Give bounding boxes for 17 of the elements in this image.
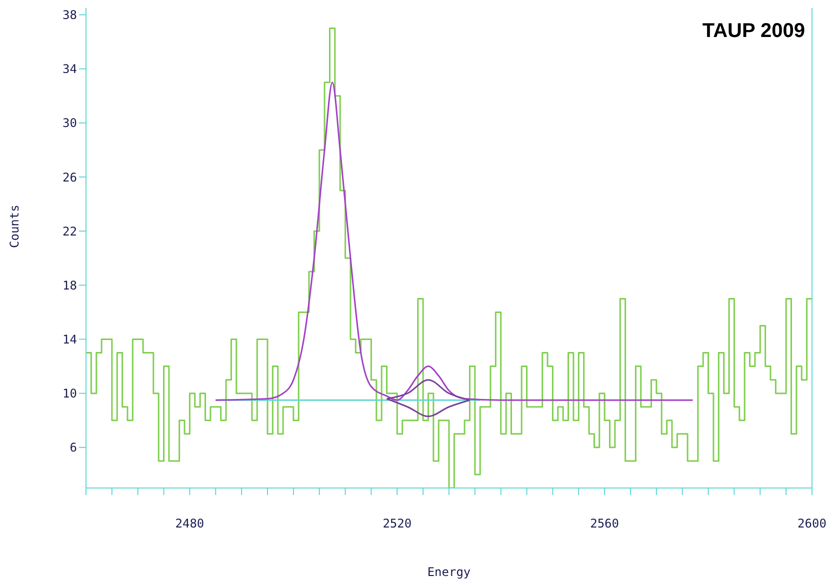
y-tick-label: 18: [62, 278, 77, 292]
y-tick-label: 22: [62, 224, 77, 238]
line-series: [214, 82, 694, 401]
y-tick-label: 14: [62, 332, 77, 347]
x-tick-label: 2520: [382, 516, 412, 531]
y-tick-label: 38: [62, 8, 77, 22]
x-tick-label: 2480: [175, 516, 204, 531]
y-tick-label: 10: [62, 386, 77, 401]
x-axis-title: Energy: [427, 565, 471, 579]
x-tick-label: 2560: [590, 516, 620, 531]
y-tick-label: 26: [62, 170, 77, 184]
y-axis-title: Counts: [7, 204, 22, 248]
y-tick-label: 6: [70, 440, 77, 455]
y-tick-label: 34: [62, 62, 77, 76]
annotation: TAUP 2009: [702, 20, 805, 43]
y-tick-label: 30: [62, 116, 77, 130]
x-tick-label: 2600: [798, 516, 826, 531]
